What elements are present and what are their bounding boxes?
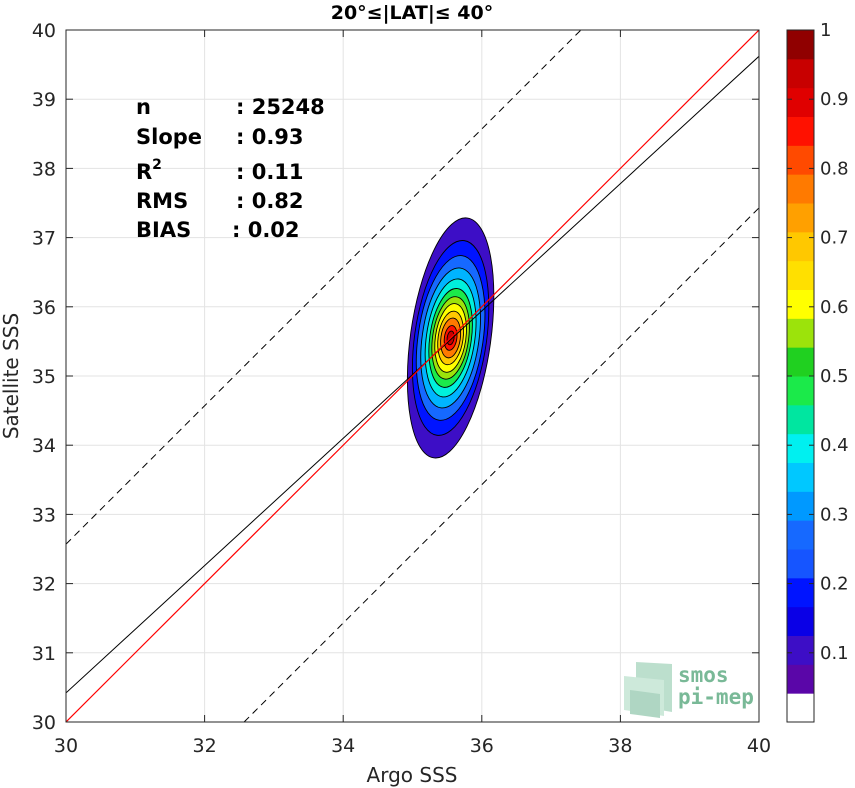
x-tick-label: 34 [331,735,355,757]
chart-title: 20°≤|LAT|≤ 40° [331,2,494,24]
colorbar-swatch [787,174,814,204]
colorbar-swatch [787,491,814,521]
x-tick-label: 30 [54,735,78,757]
colorbar-swatch [787,520,814,550]
colorbar-swatch [787,203,814,233]
x-tick-label: 40 [747,735,771,757]
colorbar-tick-label: 0.5 [820,366,849,387]
colorbar-swatch [787,549,814,579]
lower-bound-line [243,207,759,722]
colorbar-swatch [787,462,814,492]
stat-n-value: : 25248 [236,95,325,119]
colorbar-tick-label: 0.1 [820,643,849,664]
stat-r2-label: R2 [136,157,162,184]
logo-line1: smos [678,663,729,687]
colorbar-swatch [787,145,814,175]
colorbar-swatch [787,58,814,89]
colorbar-swatch [787,289,814,319]
colorbar-tick-label: 1 [820,20,831,41]
y-tick-label: 32 [32,574,56,596]
y-tick-label: 30 [32,712,56,734]
y-tick-label: 33 [32,504,56,526]
grid [65,29,760,723]
y-tick-label: 36 [32,297,56,319]
smos-pimep-logo: smos pi-mep [624,662,754,718]
colorbar-swatch [787,606,814,636]
colorbar-tick-label: 0.3 [820,504,849,525]
colorbar-swatch [787,635,814,665]
colorbar-swatch [787,87,814,117]
stat-slope-value: : 0.93 [236,125,304,149]
colorbar-swatch [787,231,814,262]
colorbar-swatch [787,404,814,435]
stat-bias-value: : 0.02 [232,218,300,242]
colorbar-tick-label: 0.9 [820,89,849,110]
y-tick-label: 38 [32,158,56,180]
regression-line [66,55,759,694]
stat-slope-label: Slope [136,125,202,149]
colorbar-tick-label: 0.7 [820,228,849,249]
y-tick-label: 37 [32,228,56,250]
stat-rms-value: : 0.82 [236,189,304,213]
one-to-one-line [66,30,759,722]
stat-bias-label: BIAS [136,218,191,242]
y-tick-label: 35 [32,366,56,388]
stat-rms-label: RMS [136,189,188,213]
colorbar-swatch [787,433,814,463]
colorbar-swatch [787,376,814,406]
stat-r2-value: : 0.11 [236,160,304,184]
x-tick-label: 32 [193,735,217,757]
logo-graphic [624,662,672,718]
colorbar-tick-label: 0.6 [820,297,849,318]
colorbar-swatch [787,577,814,608]
y-tick-label: 34 [32,435,56,457]
logo-line2: pi-mep [678,685,754,709]
y-tick-label: 40 [32,20,56,42]
colorbar-swatch [787,347,814,377]
colorbar [787,30,814,723]
x-tick-label: 36 [470,735,494,757]
y-tick-label: 31 [32,643,56,665]
colorbar-swatch [787,30,814,60]
y-tick-label: 39 [32,89,56,111]
colorbar-swatch [787,664,814,694]
upper-bound-line [66,30,582,545]
reference-lines [66,30,759,722]
stats-annotation: n : 25248 Slope : 0.93 R2 : 0.11 RMS : 0… [136,95,325,242]
colorbar-swatch [787,318,814,348]
colorbar-ticks: 0.1 0.2 0.3 0.4 0.5 0.6 0.7 0.8 0.9 1 [787,20,849,664]
ticks [65,29,760,723]
colorbar-tick-label: 0.2 [820,574,849,595]
x-axis-label: Argo SSS [367,763,458,787]
stat-n-label: n [136,95,151,119]
colorbar-swatch [787,693,814,723]
colorbar-swatch [787,116,814,146]
x-tick-label: 38 [608,735,632,757]
y-axis-label: Satellite SSS [0,313,23,439]
colorbar-tick-label: 0.8 [820,158,849,179]
tick-labels: 30 32 34 36 38 40 30 31 32 33 34 35 36 37 38 39 40 [32,20,771,757]
colorbar-swatch [787,260,814,290]
colorbar-tick-label: 0.4 [820,435,849,456]
